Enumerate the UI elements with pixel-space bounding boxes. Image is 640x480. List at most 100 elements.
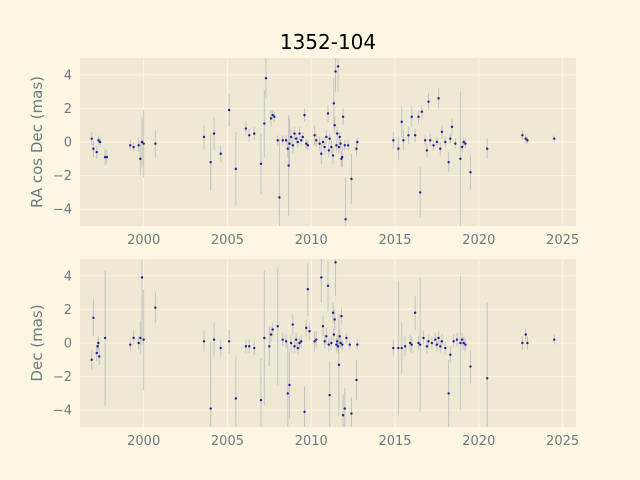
bot-data-point (321, 325, 325, 328)
top-data-point (331, 154, 335, 157)
bot-data-point (410, 343, 413, 346)
bot-data-point (253, 346, 256, 350)
top-data-point (327, 149, 331, 152)
bot-data-point (308, 330, 311, 333)
top-data-point (418, 191, 422, 194)
top-data-point (95, 150, 98, 154)
bot-data-point (345, 336, 348, 340)
bot-data-point (452, 340, 455, 343)
bot-data-point (219, 346, 222, 350)
bottom-grid (80, 259, 576, 427)
top-data-point (92, 147, 95, 150)
bot-data-point (397, 346, 400, 350)
bot-data-point (298, 341, 301, 345)
bot-data-point (350, 412, 353, 415)
bot-data-point (313, 340, 316, 343)
top-data-point (323, 145, 326, 149)
top-data-point (276, 139, 279, 142)
top-data-point (284, 139, 288, 142)
bot-data-point (263, 336, 266, 340)
top-x-tick-label: 2010 (295, 233, 328, 248)
top-data-point (294, 137, 298, 140)
bot-data-point (212, 338, 216, 341)
top-data-point (139, 157, 142, 160)
top-data-point (278, 196, 281, 199)
top-data-point (244, 127, 248, 130)
bot-data-point (339, 341, 342, 345)
top-data-point (306, 144, 310, 147)
top-data-point (417, 115, 420, 119)
top-y-tick-label: 4 (64, 68, 72, 83)
bot-data-point (348, 343, 351, 346)
bot-data-point (343, 407, 346, 410)
top-data-point (301, 135, 305, 139)
top-data-point (410, 115, 413, 119)
chart-title: 1352-104 (280, 30, 376, 54)
bot-data-point (440, 340, 444, 343)
top-data-point (264, 76, 268, 80)
top-data-point (330, 145, 333, 149)
top-data-point (209, 160, 212, 164)
bot-x-tick-label: 2025 (546, 434, 579, 449)
top-data-point (521, 134, 524, 137)
top-data-point (413, 134, 417, 137)
bot-data-point (330, 341, 333, 345)
bot-data-point (417, 341, 420, 345)
bot-data-point (553, 338, 556, 341)
bot-data-point (140, 276, 144, 279)
top-data-point (137, 144, 140, 147)
bot-y-tick-label: 4 (64, 269, 72, 284)
bot-data-point (323, 340, 326, 343)
top-data-point (334, 70, 337, 73)
bot-x-tick-label: 2020 (462, 434, 495, 449)
top-x-tick-labels: 2000 2005 2010 2015 2020 2025 (127, 233, 579, 248)
top-data-point (142, 142, 145, 145)
bot-data-point (299, 340, 303, 343)
bot-data-point (137, 341, 140, 345)
bot-data-point (435, 343, 439, 346)
top-data-point (346, 144, 350, 147)
top-data-point (263, 122, 266, 125)
top-data-point (90, 137, 93, 140)
bot-data-point (327, 343, 331, 346)
top-data-point (454, 142, 457, 145)
bot-data-point (336, 340, 339, 343)
top-x-tick-label: 2005 (211, 233, 244, 248)
bot-data-point (98, 355, 101, 358)
bot-data-point (234, 397, 238, 400)
top-data-point (553, 137, 556, 140)
top-x-tick-label: 2000 (127, 233, 160, 248)
top-data-point (462, 140, 465, 144)
top-data-point (447, 160, 450, 164)
bot-data-point (293, 345, 296, 348)
bot-data-point (469, 365, 472, 368)
top-y-tick-labels: −4 −2 0 2 4 (53, 68, 72, 217)
bot-data-point (288, 383, 291, 387)
top-data-point (524, 137, 527, 140)
bot-data-point (335, 343, 338, 346)
top-data-point (407, 134, 410, 137)
bot-data-point (521, 341, 524, 345)
top-data-point (341, 115, 345, 119)
top-data-point (427, 100, 430, 103)
bot-data-point (392, 346, 395, 350)
bottom-y-tick-labels: −4 −2 0 2 4 (53, 269, 72, 418)
bot-x-tick-label: 2010 (295, 434, 328, 449)
bot-x-tick-label: 2000 (127, 434, 160, 449)
top-data-point (350, 177, 353, 181)
top-data-point (336, 132, 339, 135)
bot-data-point (418, 343, 422, 346)
top-data-point (271, 113, 274, 117)
top-data-point (321, 140, 325, 144)
top-data-point (336, 65, 340, 68)
top-data-point (98, 140, 102, 144)
top-data-point (219, 152, 222, 155)
bot-data-point (340, 314, 343, 318)
top-data-point (425, 149, 429, 152)
bot-data-point (331, 311, 335, 314)
top-y-tick-label: −4 (53, 203, 72, 218)
top-data-point (337, 145, 341, 149)
top-data-point (469, 171, 472, 174)
top-data-point (325, 135, 328, 139)
bot-data-point (326, 284, 330, 288)
